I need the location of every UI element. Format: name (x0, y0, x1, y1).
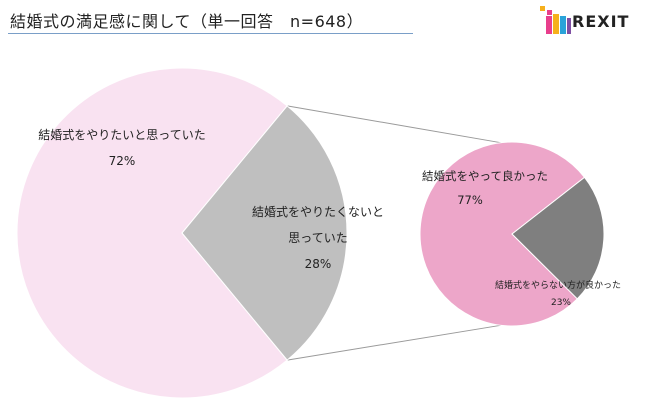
rexit-logo: REXIT (538, 4, 643, 38)
pie-slice-wanted-wedding (16, 67, 288, 399)
connector-line-bottom (287, 324, 501, 361)
logo-block-2 (547, 10, 552, 15)
slice-value-wanted-wedding: 72% (109, 154, 136, 168)
slice-label-glad-had-wedding: 結婚式をやって良かった (422, 169, 548, 183)
page-title: 結婚式の満足感に関して（単一回答 n=648） (10, 12, 364, 31)
logo-block-1 (540, 6, 545, 11)
rexit-logo-icon (540, 6, 571, 34)
logo-block-6 (567, 18, 571, 34)
slice-label-better-not-to-have: 結婚式をやらない方が良かった (495, 279, 621, 291)
slice-label-not-wanted-line2: 思っていた (288, 231, 347, 245)
pie-slice-better-not-to-have (511, 176, 605, 300)
slice-value-not-wanted: 28% (305, 257, 332, 271)
logo-block-4 (553, 14, 559, 34)
logo-block-5 (560, 16, 566, 34)
connector-line-top (287, 105, 501, 144)
logo-block-3 (546, 16, 552, 34)
slice-label-wanted-wedding: 結婚式をやりたいと思っていた (38, 128, 205, 142)
slice-value-glad-had-wedding: 77% (457, 193, 483, 207)
title-underline (8, 33, 413, 34)
slice-label-not-wanted-line1: 結婚式をやりたくないと (252, 205, 384, 219)
slice-value-better-not-to-have: 23% (551, 298, 571, 308)
logo-text: REXIT (572, 12, 630, 31)
pie-slice-not-wanted-wedding (181, 105, 348, 361)
pie-slice-glad-had-wedding (419, 141, 586, 327)
